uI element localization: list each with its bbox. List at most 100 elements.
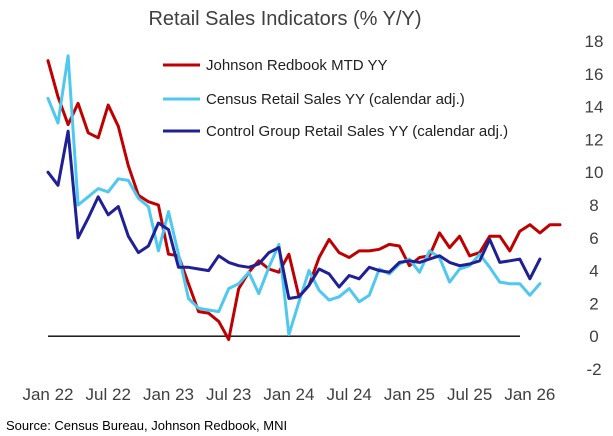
y-tick-label: -2 bbox=[586, 360, 601, 379]
data-point-control-group-retail-sales-yy-calendar-adj bbox=[207, 269, 210, 272]
x-tick-label: Jan 24 bbox=[263, 385, 314, 404]
data-point-control-group-retail-sales-yy-calendar-adj bbox=[408, 259, 411, 262]
data-point-census-retail-sales-yy-calendar-adj bbox=[137, 197, 140, 200]
data-point-johnson-redbook-mtd-yy bbox=[348, 256, 351, 259]
data-point-control-group-retail-sales-yy-calendar-adj bbox=[308, 284, 311, 287]
data-point-johnson-redbook-mtd-yy bbox=[57, 95, 60, 98]
data-point-johnson-redbook-mtd-yy bbox=[488, 235, 491, 238]
data-point-control-group-retail-sales-yy-calendar-adj bbox=[117, 205, 120, 208]
data-point-johnson-redbook-mtd-yy bbox=[87, 131, 90, 134]
data-point-census-retail-sales-yy-calendar-adj bbox=[47, 97, 50, 100]
data-point-control-group-retail-sales-yy-calendar-adj bbox=[388, 271, 391, 274]
y-tick-label: 0 bbox=[589, 327, 598, 346]
x-tick-label: Jan 26 bbox=[504, 385, 555, 404]
x-tick-label: Jul 24 bbox=[326, 385, 371, 404]
data-point-census-retail-sales-yy-calendar-adj bbox=[247, 271, 250, 274]
data-point-johnson-redbook-mtd-yy bbox=[528, 223, 531, 226]
data-point-johnson-redbook-mtd-yy bbox=[559, 223, 562, 226]
data-point-johnson-redbook-mtd-yy bbox=[538, 231, 541, 234]
data-point-census-retail-sales-yy-calendar-adj bbox=[87, 195, 90, 198]
series-line-control-group-retail-sales-yy-calendar-adj bbox=[46, 129, 542, 300]
data-point-control-group-retail-sales-yy-calendar-adj bbox=[267, 251, 270, 254]
legend-label: Census Retail Sales YY (calendar adj.) bbox=[206, 91, 465, 108]
y-tick-label: 4 bbox=[589, 262, 598, 281]
data-point-johnson-redbook-mtd-yy bbox=[549, 223, 552, 226]
data-point-census-retail-sales-yy-calendar-adj bbox=[277, 243, 280, 246]
data-point-control-group-retail-sales-yy-calendar-adj bbox=[167, 228, 170, 231]
data-point-census-retail-sales-yy-calendar-adj bbox=[117, 177, 120, 180]
data-point-johnson-redbook-mtd-yy bbox=[408, 264, 411, 267]
data-point-census-retail-sales-yy-calendar-adj bbox=[448, 281, 451, 284]
data-point-control-group-retail-sales-yy-calendar-adj bbox=[287, 297, 290, 300]
x-tick-label: Jan 25 bbox=[384, 385, 435, 404]
data-point-census-retail-sales-yy-calendar-adj bbox=[508, 282, 511, 285]
data-point-census-retail-sales-yy-calendar-adj bbox=[57, 122, 60, 125]
data-point-johnson-redbook-mtd-yy bbox=[418, 256, 421, 259]
x-tick-label: Jul 23 bbox=[206, 385, 251, 404]
data-point-census-retail-sales-yy-calendar-adj bbox=[418, 271, 421, 274]
data-point-control-group-retail-sales-yy-calendar-adj bbox=[127, 235, 130, 238]
data-point-control-group-retail-sales-yy-calendar-adj bbox=[478, 259, 481, 262]
data-point-census-retail-sales-yy-calendar-adj bbox=[177, 253, 180, 256]
data-point-control-group-retail-sales-yy-calendar-adj bbox=[518, 258, 521, 261]
data-point-johnson-redbook-mtd-yy bbox=[398, 245, 401, 248]
x-tick-label: Jul 25 bbox=[447, 385, 492, 404]
data-point-control-group-retail-sales-yy-calendar-adj bbox=[398, 261, 401, 264]
data-point-census-retail-sales-yy-calendar-adj bbox=[348, 287, 351, 290]
data-point-census-retail-sales-yy-calendar-adj bbox=[67, 54, 70, 57]
y-tick-label: 16 bbox=[585, 65, 604, 84]
data-point-johnson-redbook-mtd-yy bbox=[167, 253, 170, 256]
legend-label: Johnson Redbook MTD YY bbox=[206, 57, 388, 74]
data-point-control-group-retail-sales-yy-calendar-adj bbox=[197, 268, 200, 271]
data-point-control-group-retail-sales-yy-calendar-adj bbox=[368, 266, 371, 269]
legend-label: Control Group Retail Sales YY (calendar … bbox=[206, 123, 508, 140]
data-point-johnson-redbook-mtd-yy bbox=[318, 256, 321, 259]
data-point-johnson-redbook-mtd-yy bbox=[458, 235, 461, 238]
series-line-census-retail-sales-yy-calendar-adj bbox=[46, 54, 542, 337]
data-point-johnson-redbook-mtd-yy bbox=[358, 249, 361, 252]
data-point-census-retail-sales-yy-calendar-adj bbox=[318, 289, 321, 292]
source-note: Source: Census Bureau, Johnson Redbook, … bbox=[6, 418, 287, 433]
x-tick-label: Jan 23 bbox=[143, 385, 194, 404]
data-point-control-group-retail-sales-yy-calendar-adj bbox=[107, 213, 110, 216]
y-tick-label: 2 bbox=[589, 294, 598, 313]
data-point-johnson-redbook-mtd-yy bbox=[227, 338, 230, 341]
data-point-census-retail-sales-yy-calendar-adj bbox=[458, 268, 461, 271]
data-point-johnson-redbook-mtd-yy bbox=[518, 230, 521, 233]
data-point-census-retail-sales-yy-calendar-adj bbox=[287, 333, 290, 336]
data-point-control-group-retail-sales-yy-calendar-adj bbox=[237, 264, 240, 267]
data-point-johnson-redbook-mtd-yy bbox=[67, 123, 70, 126]
data-point-census-retail-sales-yy-calendar-adj bbox=[368, 294, 371, 297]
series-layer bbox=[46, 54, 562, 341]
x-tick-label: Jul 22 bbox=[86, 385, 131, 404]
data-point-census-retail-sales-yy-calendar-adj bbox=[77, 204, 80, 207]
data-point-johnson-redbook-mtd-yy bbox=[77, 102, 80, 105]
data-point-johnson-redbook-mtd-yy bbox=[157, 204, 160, 207]
data-point-johnson-redbook-mtd-yy bbox=[97, 136, 100, 139]
data-point-census-retail-sales-yy-calendar-adj bbox=[187, 297, 190, 300]
data-point-census-retail-sales-yy-calendar-adj bbox=[267, 266, 270, 269]
data-point-census-retail-sales-yy-calendar-adj bbox=[237, 282, 240, 285]
data-point-control-group-retail-sales-yy-calendar-adj bbox=[378, 269, 381, 272]
data-point-census-retail-sales-yy-calendar-adj bbox=[338, 295, 341, 298]
data-point-census-retail-sales-yy-calendar-adj bbox=[217, 310, 220, 313]
data-point-control-group-retail-sales-yy-calendar-adj bbox=[227, 261, 230, 264]
legend: Johnson Redbook MTD YY Census Retail Sale… bbox=[163, 57, 508, 140]
data-point-control-group-retail-sales-yy-calendar-adj bbox=[77, 236, 80, 239]
data-point-control-group-retail-sales-yy-calendar-adj bbox=[298, 295, 301, 298]
data-point-control-group-retail-sales-yy-calendar-adj bbox=[328, 272, 331, 275]
data-point-control-group-retail-sales-yy-calendar-adj bbox=[187, 266, 190, 269]
data-point-census-retail-sales-yy-calendar-adj bbox=[227, 287, 230, 290]
data-point-control-group-retail-sales-yy-calendar-adj bbox=[468, 263, 471, 266]
data-point-control-group-retail-sales-yy-calendar-adj bbox=[348, 274, 351, 277]
data-point-census-retail-sales-yy-calendar-adj bbox=[428, 249, 431, 252]
y-tick-label: 6 bbox=[589, 229, 598, 248]
data-point-control-group-retail-sales-yy-calendar-adj bbox=[448, 261, 451, 264]
data-point-census-retail-sales-yy-calendar-adj bbox=[207, 309, 210, 312]
data-point-johnson-redbook-mtd-yy bbox=[117, 125, 120, 128]
data-point-johnson-redbook-mtd-yy bbox=[368, 249, 371, 252]
data-point-census-retail-sales-yy-calendar-adj bbox=[97, 187, 100, 190]
data-point-census-retail-sales-yy-calendar-adj bbox=[147, 205, 150, 208]
data-point-johnson-redbook-mtd-yy bbox=[277, 271, 280, 274]
